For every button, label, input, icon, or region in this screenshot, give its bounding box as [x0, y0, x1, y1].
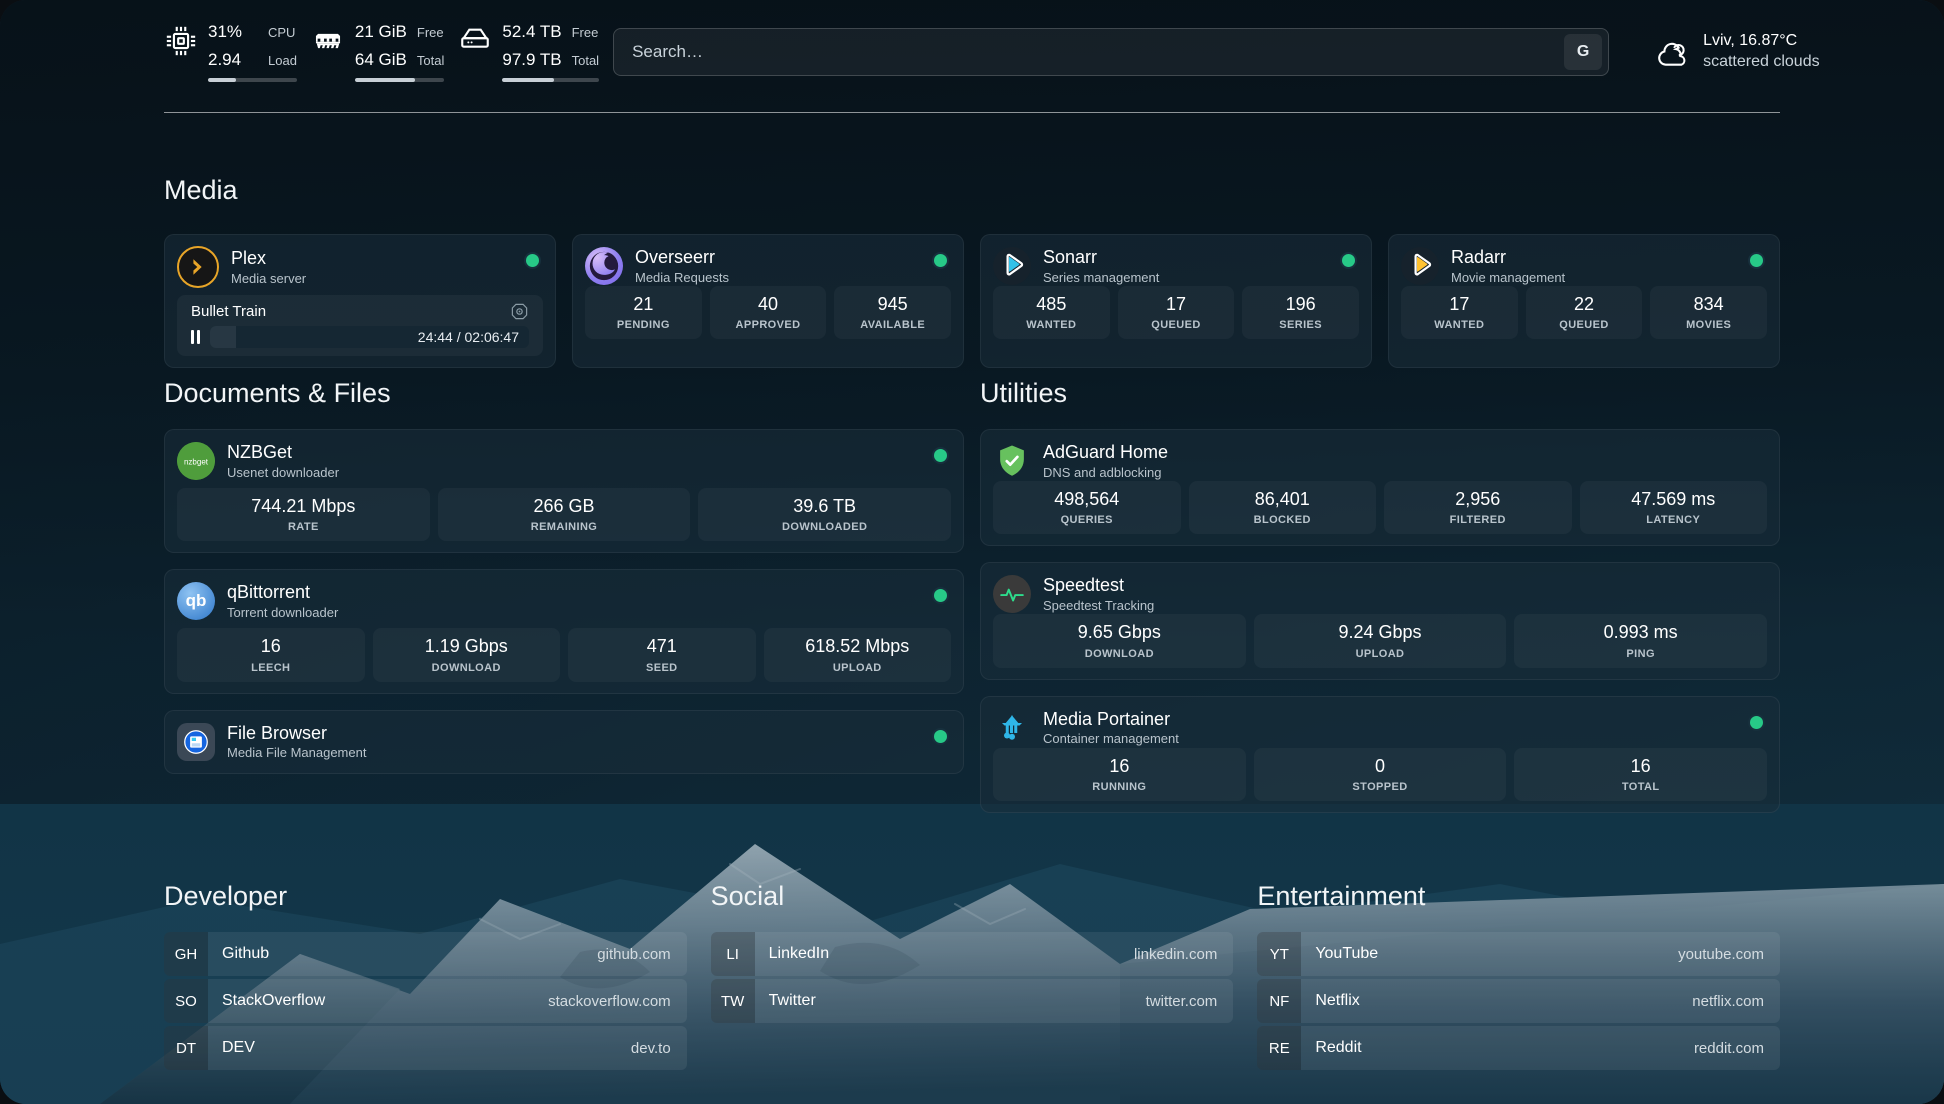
svg-text:nzbget: nzbget [184, 458, 209, 467]
